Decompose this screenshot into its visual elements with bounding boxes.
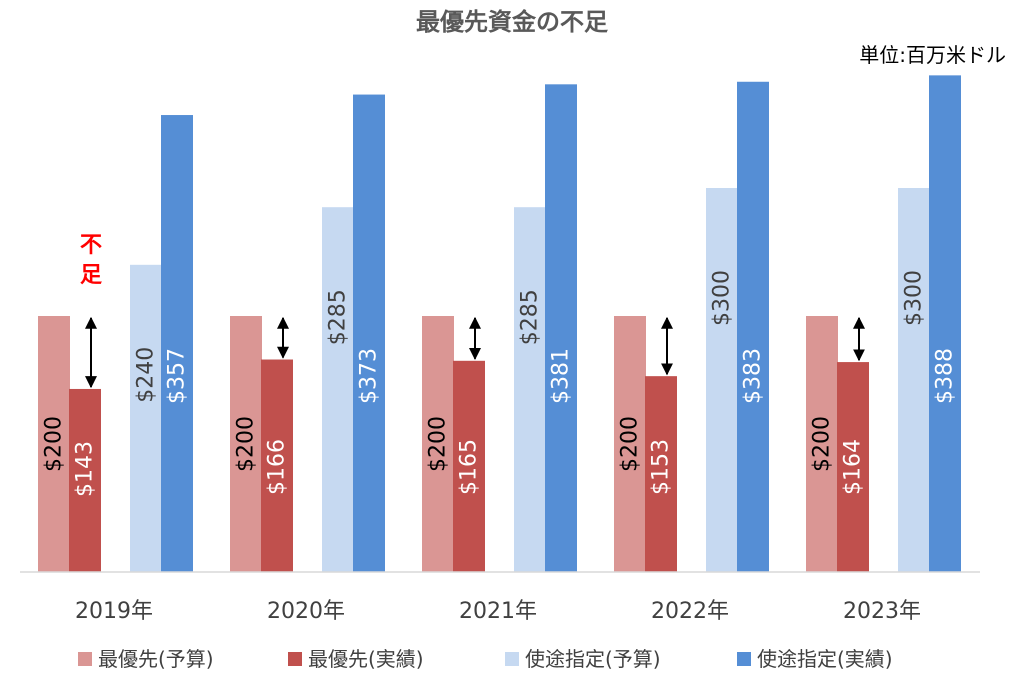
data-label-s0-c1: $200 (234, 416, 259, 472)
bar-s1-c1 (261, 359, 293, 572)
chart-title: 最優先資金の不足 (416, 8, 608, 36)
data-label-s1-c2: $165 (457, 439, 482, 495)
data-label-s1-c4: $164 (841, 439, 866, 495)
data-label-s2-c3: $300 (710, 270, 735, 326)
bar-s3-c0 (161, 115, 193, 572)
x-tick-label-c2: 2021年 (459, 599, 537, 624)
bar-s0-c3 (614, 316, 646, 572)
bar-s0-c2 (422, 316, 454, 572)
shortage-arrows-group (85, 316, 865, 389)
bar-s1-c3 (645, 376, 677, 572)
legend-label-0: 最優先(予算) (98, 647, 214, 671)
bar-s0-c4 (806, 316, 838, 572)
bar-s2-c3 (706, 188, 738, 572)
data-labels-group: $200 $143$240 $357$200 $166$285$373$200 $165… (42, 270, 958, 497)
data-label-s0-c4: $200 (810, 416, 835, 472)
bar-s1-c4 (837, 362, 869, 572)
data-label-s2-c1: $285 (326, 289, 351, 345)
bar-s2-c0 (130, 264, 162, 572)
bar-s3-c2 (545, 84, 577, 572)
legend-swatch-3 (737, 652, 751, 666)
bar-s2-c2 (514, 207, 546, 572)
data-label-s3-c1: $373 (357, 348, 382, 404)
data-label-s0-c0: $200 (42, 416, 67, 472)
bar-s3-c1 (353, 94, 385, 572)
data-label-s3-c4: $388 (933, 348, 958, 404)
data-label-s0-c3: $200 (618, 416, 643, 472)
unit-label: 単位:百万米ドル (859, 43, 1006, 67)
data-label-s1-c3: $153 (649, 439, 674, 495)
x-tick-label-c0: 2019年 (75, 599, 153, 624)
legend-swatch-2 (505, 652, 519, 666)
legend: 最優先(予算) 最優先(実績) 使途指定(予算) 使途指定(実績) (78, 647, 893, 671)
data-label-s2-c4: $300 (902, 270, 927, 326)
shortage-annotation: 不足 (80, 233, 102, 288)
data-label-s2-c2: $285 (518, 289, 543, 345)
shortage-label-char-1: 足 (80, 263, 102, 288)
bar-s0-c0 (38, 316, 70, 572)
data-label-s3-c2: $381 (549, 348, 574, 404)
bar-s3-c3 (737, 81, 769, 572)
x-tick-label-c1: 2020年 (267, 599, 345, 624)
data-label-s2-c0: $240 (134, 347, 159, 403)
data-label-s3-c3: $383 (741, 348, 766, 404)
data-label-s1-c1: $166 (265, 439, 290, 495)
x-tick-label-c4: 2023年 (843, 599, 921, 624)
bar-s3-c4 (929, 75, 961, 573)
legend-swatch-1 (288, 652, 302, 666)
legend-label-2: 使途指定(予算) (525, 647, 661, 671)
shortage-label-char-0: 不 (80, 233, 102, 258)
bar-s2-c4 (898, 188, 930, 572)
x-tick-label-c3: 2022年 (651, 599, 729, 624)
x-tick-labels-group: 2019年 2020年 2021年 2022年 2023年 (75, 599, 921, 624)
data-label-s3-c0: $357 (165, 348, 190, 404)
data-label-s1-c0: $143 (73, 441, 98, 497)
legend-swatch-0 (78, 652, 92, 666)
bar-s2-c1 (322, 207, 354, 572)
bar-s1-c2 (453, 360, 485, 572)
data-label-s0-c2: $200 (426, 416, 451, 472)
bar-s0-c1 (230, 316, 262, 572)
bars-group (38, 75, 961, 573)
legend-label-1: 最優先(実績) (308, 647, 424, 671)
bar-s1-c0 (69, 388, 101, 572)
legend-label-3: 使途指定(実績) (757, 647, 893, 671)
